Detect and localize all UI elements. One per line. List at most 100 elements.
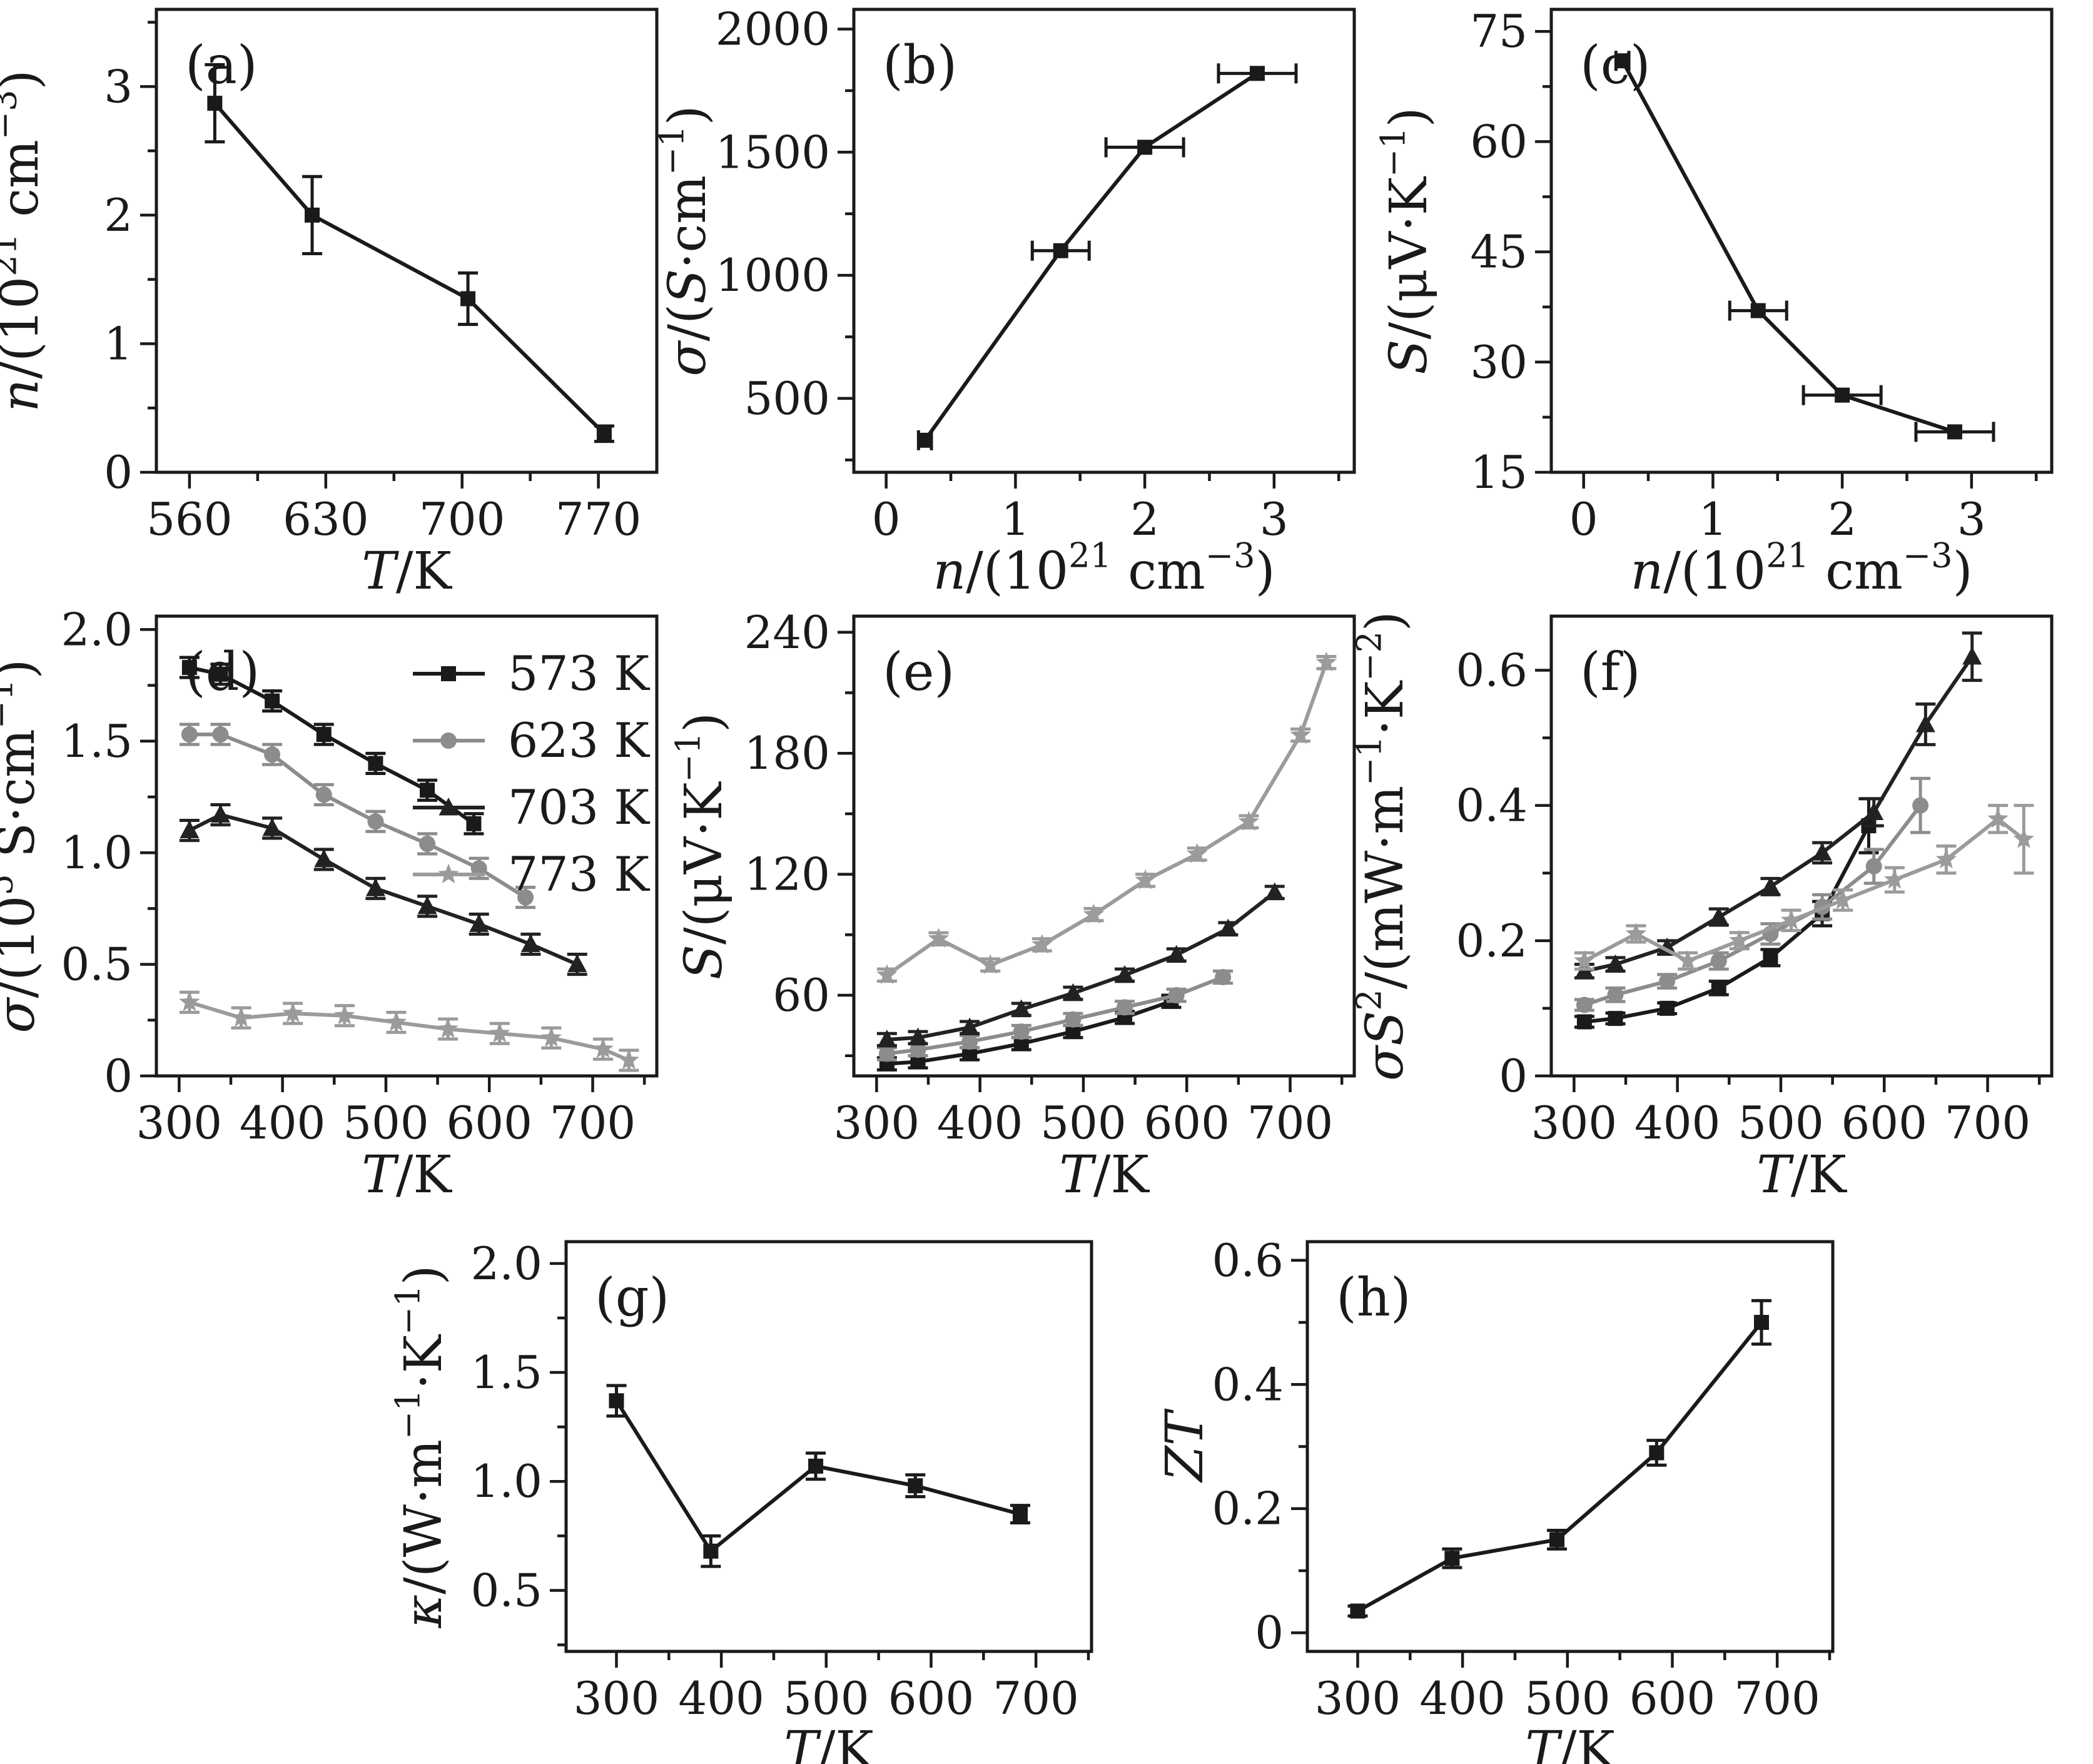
- triangle-marker: [1812, 843, 1832, 861]
- x-tick-label: 3: [1260, 493, 1289, 545]
- square-marker: [1763, 950, 1778, 965]
- triangle-marker: [960, 1017, 980, 1036]
- x-tick-label: 2: [1828, 493, 1857, 545]
- x-tick-label: 300: [136, 1097, 222, 1149]
- triangle-marker: [262, 818, 282, 836]
- panel-d: 300 400 500 600 700 0 0.5 1.0 1.5 2.0 (d) T/K σ/(105…: [0, 603, 659, 1205]
- y-tick-label: 1.5: [470, 1346, 542, 1399]
- triangle-marker: [1605, 954, 1625, 973]
- y-tick-label: 0.6: [1212, 1234, 1284, 1287]
- x-axis-title: n/(1021 cm−3): [1630, 536, 1972, 601]
- x-tick-label: 1: [1698, 493, 1727, 545]
- star-marker: [618, 1049, 639, 1070]
- square-marker: [1835, 387, 1850, 403]
- star-marker: [1780, 909, 1802, 930]
- x-tick-label: 300: [574, 1672, 659, 1725]
- x-tick-label: 700: [550, 1097, 636, 1149]
- star-marker: [438, 863, 459, 884]
- square-marker: [1576, 1014, 1592, 1030]
- triangle-marker: [365, 878, 385, 896]
- circle-marker: [181, 726, 198, 743]
- x-axis-title: T/K: [784, 1721, 874, 1764]
- star-marker: [1290, 724, 1311, 744]
- legend-label: 623 K: [508, 712, 650, 768]
- series-line: [213, 102, 606, 435]
- square-marker: [1444, 1551, 1460, 1566]
- y-tick-label: 180: [744, 727, 830, 779]
- axes-frame: [1549, 614, 2054, 1078]
- x-tick-label: 770: [555, 493, 641, 545]
- panel-letter: (c): [1580, 34, 1651, 96]
- series-line: [189, 1000, 630, 1062]
- x-tick-label: 400: [678, 1672, 764, 1725]
- y-tick-label: 1000: [716, 249, 830, 302]
- triangle-marker: [417, 896, 437, 915]
- y-tick-label: 1500: [716, 126, 830, 178]
- series-line: [886, 975, 1224, 1056]
- axes-frame: [1549, 8, 2054, 474]
- x-tick-label: 600: [888, 1672, 974, 1725]
- circle-marker: [367, 813, 384, 830]
- x-tick-label: 560: [146, 493, 232, 545]
- triangle-marker: [1218, 918, 1238, 937]
- triangle-marker: [520, 934, 540, 952]
- square-marker: [1608, 1011, 1623, 1026]
- triangle-marker: [1167, 945, 1187, 963]
- y-axis-title: S/(μV·K−1): [669, 712, 734, 980]
- x-tick-label: 600: [1629, 1672, 1715, 1725]
- panel-h: 300 400 500 600 700 0 0.2 0.4 0.6 (h) T/K ZT: [1155, 1234, 1835, 1764]
- x-tick-label: 500: [343, 1097, 428, 1149]
- square-marker: [265, 693, 280, 709]
- y-axis-title: κ/(W·m−1·K−1): [388, 1265, 454, 1628]
- square-marker: [808, 1458, 824, 1474]
- legend-label: 703 K: [508, 779, 650, 835]
- y-tick-label: 1.0: [61, 826, 133, 879]
- y-tick-label: 45: [1470, 226, 1528, 278]
- y-tick-label: 0.2: [1212, 1483, 1284, 1535]
- triangle-marker: [567, 954, 587, 973]
- circle-marker: [212, 726, 229, 743]
- square-marker: [460, 291, 476, 307]
- square-marker: [181, 660, 197, 676]
- panel-letter: (d): [185, 641, 260, 702]
- panel-c: 0 1 2 3 15 30 45 60 75 (c) n/(1021 cm−3) S/(μV·K−1): [1374, 5, 2054, 601]
- star-marker: [540, 1026, 562, 1047]
- y-tick-label: 0.5: [470, 1564, 542, 1616]
- star-marker: [1031, 934, 1053, 954]
- x-tick-label: 0: [872, 493, 901, 545]
- y-tick-label: 2: [104, 189, 133, 241]
- y-tick-label: 0: [104, 446, 133, 499]
- x-tick-label: 400: [937, 1097, 1023, 1149]
- axes-frame: [852, 8, 1356, 474]
- x-tick-label: 2: [1130, 493, 1159, 545]
- square-marker: [908, 1478, 923, 1494]
- y-tick-label: 3: [104, 60, 133, 113]
- star-marker: [1135, 869, 1156, 890]
- x-tick-label: 600: [1842, 1097, 1927, 1149]
- triangle-marker: [314, 849, 334, 868]
- x-tick-label: 300: [1315, 1672, 1401, 1725]
- circle-marker: [1168, 987, 1185, 1004]
- x-tick-label: 600: [447, 1097, 532, 1149]
- triangle-marker: [1962, 646, 1982, 665]
- circle-marker: [1659, 973, 1676, 990]
- star-marker: [334, 1005, 355, 1025]
- square-marker: [207, 96, 223, 111]
- square-marker: [609, 1393, 624, 1409]
- star-marker: [1238, 811, 1259, 831]
- square-marker: [1053, 243, 1068, 258]
- y-tick-label: 1: [104, 317, 133, 370]
- panel-e: 300 400 500 600 700 60 120 180 240 (e) T/K S/(μV·K−…: [669, 606, 1356, 1205]
- circle-marker: [961, 1033, 978, 1050]
- star-marker: [1884, 869, 1905, 889]
- star-marker: [1729, 930, 1750, 950]
- panel-g: 300 400 500 600 700 0.5 1.0 1.5 2.0 (g) T/K κ/(W·m−…: [388, 1237, 1093, 1764]
- series-line: [1357, 1321, 1763, 1613]
- y-tick-label: 0: [1255, 1606, 1284, 1659]
- x-tick-label: 700: [419, 493, 505, 545]
- y-tick-label: 0.2: [1456, 915, 1528, 967]
- y-tick-label: 60: [1470, 115, 1528, 168]
- x-tick-label: 600: [1144, 1097, 1230, 1149]
- triangle-marker: [1915, 714, 1935, 732]
- circle-marker: [1710, 953, 1727, 970]
